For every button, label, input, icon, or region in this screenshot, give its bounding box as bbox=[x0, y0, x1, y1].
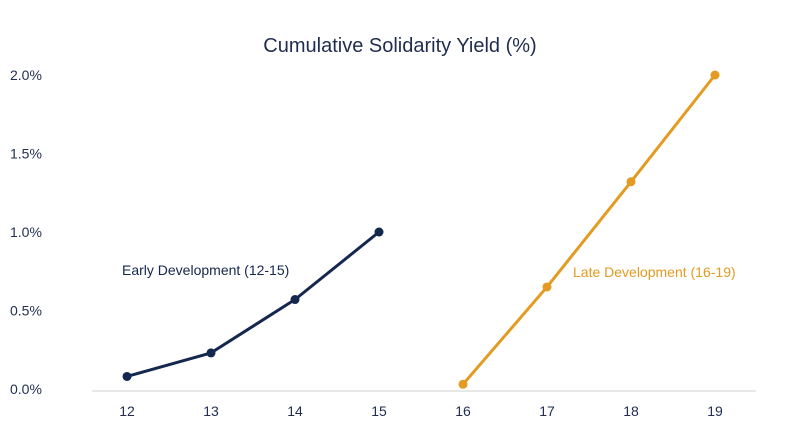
data-point bbox=[290, 295, 300, 305]
series-label: Early Development (12-15) bbox=[122, 262, 289, 278]
data-point bbox=[542, 282, 552, 292]
x-tick-labels: 12 13 14 15 16 17 18 19 bbox=[119, 403, 723, 419]
chart-title: Cumulative Solidarity Yield (%) bbox=[263, 35, 536, 57]
x-tick-label: 15 bbox=[371, 403, 387, 419]
series-line bbox=[461, 73, 717, 386]
data-point bbox=[626, 177, 636, 187]
data-point bbox=[206, 348, 216, 358]
x-tick-label: 18 bbox=[623, 403, 639, 419]
x-tick-label: 14 bbox=[287, 403, 303, 419]
series-label: Late Development (16-19) bbox=[573, 264, 736, 280]
x-tick-label: 12 bbox=[119, 403, 135, 419]
data-point bbox=[122, 371, 132, 381]
y-tick-label: 1.5% bbox=[10, 146, 42, 162]
x-tick-label: 16 bbox=[455, 403, 471, 419]
x-tick-label: 17 bbox=[539, 403, 555, 419]
data-point bbox=[710, 70, 720, 80]
data-point bbox=[374, 227, 384, 237]
series-layer: Early Development (12-15) Late Developmen… bbox=[122, 70, 736, 389]
data-point bbox=[458, 379, 468, 389]
x-tick-label: 19 bbox=[707, 403, 723, 419]
series-line bbox=[125, 230, 381, 378]
x-tick-label: 13 bbox=[203, 403, 219, 419]
y-tick-label: 0.0% bbox=[10, 381, 42, 397]
y-tick-labels: 0.0% 0.5% 1.0% 1.5% 2.0% bbox=[10, 67, 42, 397]
y-tick-label: 2.0% bbox=[10, 67, 42, 83]
y-tick-label: 0.5% bbox=[10, 303, 42, 319]
y-tick-label: 1.0% bbox=[10, 224, 42, 240]
